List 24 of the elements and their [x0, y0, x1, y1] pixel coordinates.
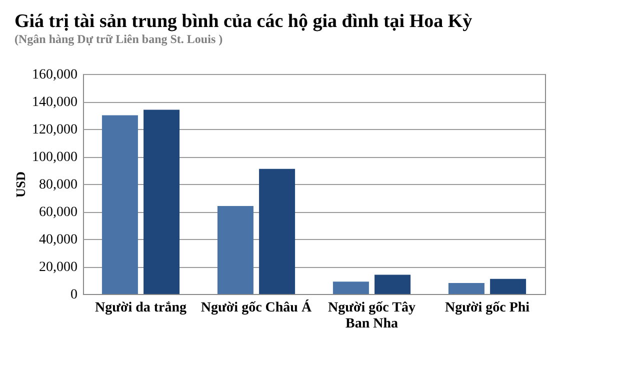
- y-tick-label: 80,000: [39, 178, 78, 192]
- bar: [217, 206, 254, 294]
- x-tick-label: Người gốc Châu Á: [200, 298, 312, 316]
- y-tick-label: 160,000: [32, 68, 78, 82]
- bar: [332, 282, 369, 294]
- bar: [259, 168, 296, 294]
- y-tick-label: 120,000: [32, 122, 78, 138]
- chart-subtitle: (Ngân hàng Dự trữ Liên bang St. Louis ): [14, 32, 223, 46]
- bar: [490, 278, 526, 294]
- y-tick-label: 20,000: [39, 260, 78, 275]
- y-axis-title: USD: [13, 171, 28, 198]
- y-tick-label: 40,000: [39, 232, 78, 248]
- bar: [374, 274, 411, 294]
- bar: [448, 283, 484, 294]
- x-tick-label: Người da trắng: [94, 300, 187, 316]
- bar: [102, 115, 138, 294]
- y-tick-label: 0: [70, 288, 78, 302]
- y-tick-label: 60,000: [39, 205, 78, 220]
- x-tick-label: Người gốc Phi: [444, 300, 530, 316]
- bar: [144, 110, 180, 294]
- y-tick-label: 140,000: [32, 95, 78, 110]
- y-tick-label: 100,000: [32, 150, 78, 165]
- x-tick-label: Người gốc Tây Ban Nha: [328, 300, 416, 332]
- chart-title: Giá trị tài sản trung bình của các hộ gia đình tại Hoa Kỳ: [14, 11, 473, 32]
